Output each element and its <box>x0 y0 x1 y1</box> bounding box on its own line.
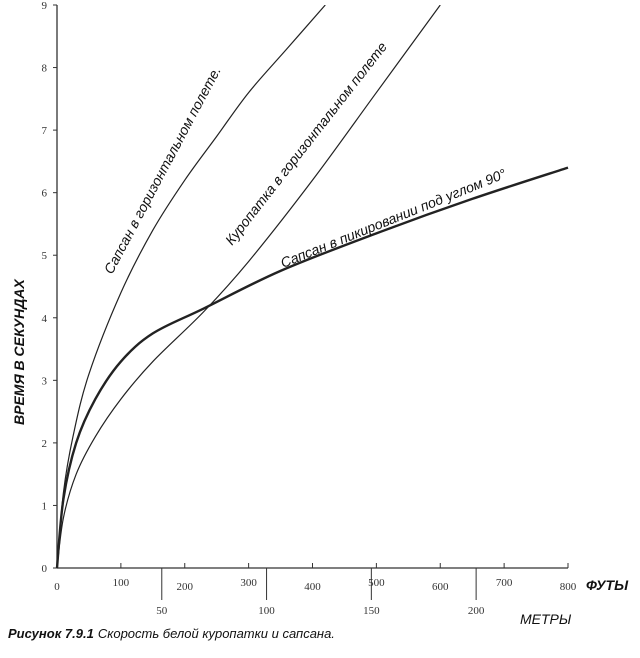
y-tick-label: 3 <box>42 375 48 387</box>
x-tick-label: 700 <box>496 577 513 589</box>
series-line-1 <box>56 5 441 569</box>
x-axis-label-feet: ФУТЫ <box>586 577 629 593</box>
x-tick-label: 500 <box>368 577 385 589</box>
y-tick-label: 7 <box>42 125 48 137</box>
x-tick-label: 800 <box>560 581 577 593</box>
y-tick-label: 4 <box>42 313 48 325</box>
y-tick-label: 1 <box>42 500 48 512</box>
y-tick-label: 0 <box>42 563 48 575</box>
y-tick-label: 6 <box>42 188 48 200</box>
caption-number: Рисунок 7.9.1 <box>8 626 94 641</box>
y-tick-label: 8 <box>42 63 48 75</box>
series-label-1: Куропатка в горизонтальном полете <box>222 39 390 248</box>
x-tick-label: 300 <box>240 577 257 589</box>
x-tick-label: 400 <box>304 581 321 593</box>
caption-text: Скорость белой куропатки и сапсана. <box>98 626 335 641</box>
y-tick-label: 2 <box>42 438 48 450</box>
x-tick-label: 200 <box>177 581 194 593</box>
figure-caption: Рисунок 7.9.1 Скорость белой куропатки и … <box>8 626 335 641</box>
y-axis-label: ВРЕМЯ В СЕКУНДАХ <box>11 278 27 425</box>
y-tick-label: 9 <box>42 0 48 12</box>
series-label-2: Сапсан в пикировании под углом 90° <box>278 165 509 271</box>
x-tick-label: 600 <box>432 581 449 593</box>
series-line-0 <box>56 5 326 569</box>
series-label-0: Сапсан в горизонтальном полете. <box>101 64 224 277</box>
meter-tick-label: 150 <box>363 605 380 617</box>
series-line-2 <box>55 166 569 569</box>
x-tick-label: 100 <box>113 577 130 589</box>
y-tick-label: 5 <box>42 250 48 262</box>
x-tick-label: 0 <box>54 581 60 593</box>
meter-tick-label: 100 <box>258 605 275 617</box>
meter-tick-label: 200 <box>468 605 485 617</box>
x-axis-label-meters: МЕТРЫ <box>520 611 572 627</box>
meter-tick-label: 50 <box>156 605 168 617</box>
